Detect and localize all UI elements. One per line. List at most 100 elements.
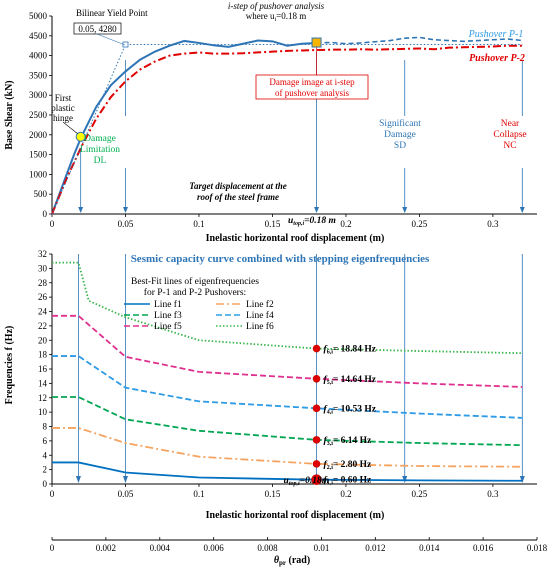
series-line-f5 <box>52 314 523 388</box>
series-pushover-p1 <box>51 39 317 215</box>
bottom-x-axis-label: Inelastic horizontal roof displacement (… <box>206 510 385 521</box>
bottom-y-tick-label: 30 <box>38 263 48 273</box>
annotation-i-step: i-step of pushover analysis where ui=0.18… <box>228 1 325 23</box>
bottom-y-tick-label: 16 <box>38 364 48 374</box>
bottom-y-axis-label: Frequencies f (Hz) <box>4 326 15 405</box>
arrow-head <box>519 476 525 483</box>
bottom-y-tick-label: 26 <box>38 292 48 302</box>
series-bilinear-yield-point <box>51 44 523 215</box>
series-line-f4 <box>52 355 523 419</box>
eigenfrequency-label: f3,i= 6.14 Hz <box>324 436 373 447</box>
theta-tick-label: 0.008 <box>257 543 278 553</box>
bottom-x-tick-label: 0.25 <box>412 489 428 499</box>
annotation-yield-point: Bilinear Yield Point <box>76 8 148 18</box>
top-series <box>51 36 525 215</box>
bottom-y-tick-label: 20 <box>38 335 48 345</box>
eigenfrequency-point <box>312 344 321 353</box>
bottom-series: f6,i= 18.84 Hz f5,i= 14.64 Hz f4,i= 10.53 … <box>52 254 525 487</box>
eigenfrequency-label: f6,i= 18.84 Hz <box>324 345 377 356</box>
eigenfrequency-point <box>312 460 321 468</box>
annotation-nc: Near Collapse NC <box>493 119 526 151</box>
legend-title: Best-Fit lines of eigenfrequencies for P-… <box>131 276 259 298</box>
annotation-utop-top: utop,i=0.18 m <box>288 216 336 227</box>
legend-pushover-p1: Pushover P-1 <box>468 29 524 40</box>
legend-pushover-p2: Pushover P-2 <box>469 53 525 64</box>
bottom-x-tick-label: 0 <box>50 489 55 499</box>
series-pushover-p-2 <box>51 44 523 215</box>
i-step-marker <box>311 37 322 48</box>
theta-tick-label: 0.004 <box>150 543 171 553</box>
top-y-tick-label: 3000 <box>29 90 48 100</box>
bottom-x-tick-label: 0.05 <box>118 489 134 499</box>
pushover-chart: 0 500 1000 1500 2000 2500 3000 3500 4000 4500 5000… <box>4 1 537 244</box>
series-line-f6 <box>52 261 523 355</box>
eigenfrequency-label: f2,i= 2.80 Hz <box>324 460 373 471</box>
top-y-tick-label: 4000 <box>29 51 48 61</box>
top-x-tick-label: 0.2 <box>340 219 351 229</box>
frequency-legend: Best-Fit lines of eigenfrequencies for P-… <box>124 276 274 332</box>
arrow-head <box>402 207 408 213</box>
eigenfrequency-point <box>312 374 321 383</box>
bottom-y-tick-label: 4 <box>43 450 48 460</box>
arrow-head <box>122 476 128 483</box>
top-y-tick-label: 4500 <box>29 31 48 41</box>
top-y-tick-label: 2000 <box>29 130 48 140</box>
annotation-sd: Significant Damage SD <box>379 118 421 151</box>
top-x-tick-label: 0.1 <box>193 219 204 229</box>
top-y-tick-label: 2500 <box>29 110 48 120</box>
eigenfrequency-label: f1,i= 0.60 Hz <box>324 476 373 487</box>
bottom-y-tick-label: 24 <box>38 307 48 317</box>
frequency-chart: Sesmic capacity curve combined with step… <box>4 249 548 567</box>
eigenfrequency-point <box>312 404 321 413</box>
theta-axis-label: θpr (rad) <box>274 555 310 567</box>
bottom-y-tick-label: 8 <box>43 422 48 432</box>
annotation-dl: Damage Limitation DL <box>80 134 120 166</box>
top-x-tick-label: 0.05 <box>118 219 134 229</box>
bottom-y-tick-label: 6 <box>43 436 48 446</box>
series-line-f2 <box>52 427 523 468</box>
legend-label: Line f5 <box>154 321 182 332</box>
legend-items: Line f1 Line f2 Line f3 Line f4 Line f5 Line … <box>124 299 274 332</box>
bottom-x-tick-label: 0.3 <box>487 489 499 499</box>
bottom-chart-title: Sesmic capacity curve combined with step… <box>131 253 430 265</box>
eigenfrequency-point <box>312 436 321 444</box>
bottom-y-tick-label: 0 <box>43 479 48 489</box>
top-y-tick-label: 1000 <box>29 169 48 179</box>
top-x-tick-label: 0 <box>50 219 55 229</box>
arrow-head <box>519 207 525 213</box>
hinge-leader <box>62 121 78 135</box>
arrow-head <box>78 207 84 213</box>
top-x-tick-label: 0.25 <box>412 219 428 229</box>
theta-ticks: 0 0.002 0.004 0.006 0.008 0.01 0.012 0.014 0.016… <box>50 537 548 553</box>
legend-label: Line f1 <box>154 299 182 310</box>
eigenfrequency-point <box>311 474 322 485</box>
top-x-tick-label: 0.3 <box>487 219 499 229</box>
first-hinge-marker <box>75 131 86 142</box>
theta-tick-label: 0.012 <box>365 543 385 553</box>
eigenfrequency-label: f4,i= 10.53 Hz <box>324 404 377 415</box>
bottom-y-tick-label: 2 <box>43 465 48 475</box>
bottom-y-tick-label: 22 <box>38 321 47 331</box>
annotation-yield-value: 0.05, 4280 <box>78 24 117 34</box>
arrow-head <box>75 476 81 483</box>
annotation-damage-image: Damage image at i-step of pushover analys… <box>269 77 355 98</box>
bottom-y-tick-label: 32 <box>38 249 47 259</box>
annotation-target: Target displacement at the roof of the st… <box>189 181 286 202</box>
top-y-tick-label: 0 <box>43 209 48 219</box>
bottom-y-tick-label: 14 <box>38 378 48 388</box>
theta-tick-label: 0.014 <box>419 543 440 553</box>
top-x-axis-label: Inelastic horizontal roof displacement (… <box>206 233 385 244</box>
theta-tick-label: 0.016 <box>473 543 494 553</box>
bottom-y-tick-label: 12 <box>38 393 47 403</box>
legend-label: Line f3 <box>154 310 182 321</box>
series-line-f3 <box>52 396 523 447</box>
theta-tick-label: 0 <box>50 543 55 553</box>
top-y-axis-label: Base Shear (kN) <box>4 80 15 149</box>
annotation-utop-bottom: utop,i=0.18m <box>284 476 330 487</box>
eigenfrequency-label: f5,i= 14.64 Hz <box>324 375 377 386</box>
yield-leader-line <box>96 33 126 46</box>
theta-tick-label: 0.002 <box>96 543 116 553</box>
legend-label: Line f6 <box>246 321 274 332</box>
